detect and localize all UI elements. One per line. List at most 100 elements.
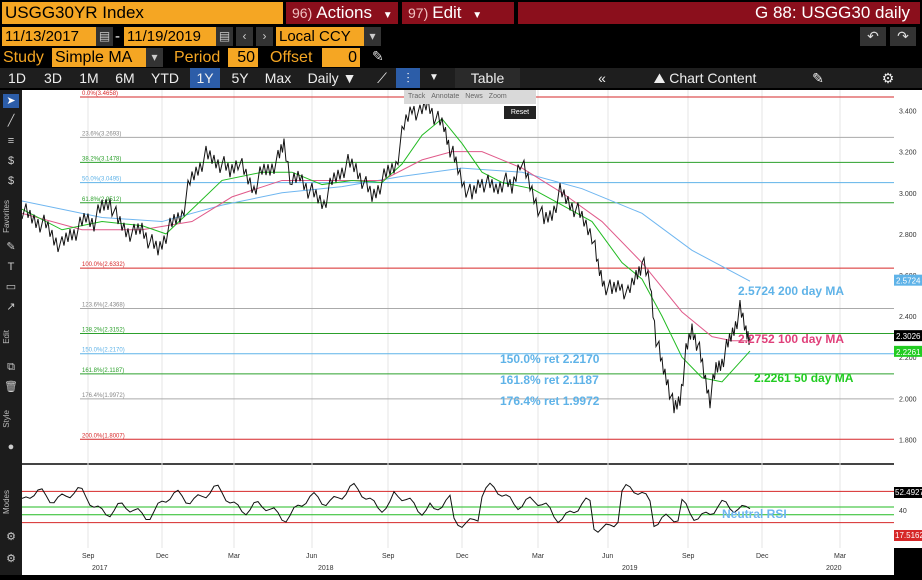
dollar-icon[interactable]: $ [7,175,15,187]
news-tool[interactable]: News [465,93,483,100]
x-month-label: Dec [456,553,469,560]
favorites-label: Favorites [2,200,11,233]
study-label: Study [3,49,44,66]
pencil-icon[interactable]: ✎ [372,48,384,64]
calendar-icon[interactable]: ▤ [216,27,233,46]
start-date-field[interactable]: 11/13/2017 [2,27,96,46]
bar-chart-icon[interactable]: ⫶ [396,68,420,88]
offset-input[interactable]: 0 [322,48,360,67]
annotate-tool[interactable]: Annotate [431,93,460,100]
annotation-label: 150.0% ret 2.2170 [500,352,600,366]
end-date-field[interactable]: 11/19/2019 [124,27,216,46]
fib-level-label: 176.4%(1.9972) [82,393,125,399]
edit-number: 97) [408,5,429,21]
color-icon[interactable]: ● [7,441,15,453]
x-month-label: Mar [834,553,847,560]
chart-icon: ⛰ [653,70,666,86]
chevron-down-icon[interactable]: ▾ [146,48,163,67]
period-1d[interactable]: 1D [8,70,26,86]
chevron-down-icon: ▼ [382,10,393,21]
calendar-icon[interactable]: ▤ [96,27,113,46]
study-select[interactable]: Simple MA [52,48,146,67]
zoom-tool[interactable]: Zoom [488,93,507,100]
fib-level-label: 100.0%(2.6332) [82,262,125,268]
track-tool[interactable]: Track [408,93,426,100]
period-max[interactable]: Max [264,70,292,86]
settings-icon[interactable]: ⚙ [6,531,16,543]
line-chart-icon[interactable]: ⟋ [377,70,387,86]
last-value-tag-bg [894,345,922,357]
fib-tool-icon[interactable]: ≡ [7,135,15,147]
chart-content-label: Chart Content [669,70,757,86]
gear-icon[interactable]: ⚙ [881,70,895,86]
gear-icon[interactable]: ⚙ [6,553,16,565]
arrow-tool-icon[interactable]: ↗ [6,301,16,313]
edit-label: Edit [2,330,11,344]
period-1y[interactable]: 1Y [190,68,220,88]
actions-label: Actions [316,3,372,22]
trash-icon[interactable]: 🗑 [4,381,18,393]
period-input[interactable]: 50 [228,48,258,67]
text-tool-icon[interactable]: T [7,261,15,273]
dollar-icon[interactable]: $ [7,155,15,167]
date-separator: - [115,28,120,45]
copy-icon[interactable]: ⧉ [7,361,15,373]
period-ytd[interactable]: YTD [151,70,179,86]
left-tool-strip: ➤ ╱ ≡ $ $ Favorites ✎ T ▭ ↗ Edit ⧉ 🗑 Sty… [0,90,22,575]
x-axis: Sep Dec Mar Jun Sep Dec Mar Jun Sep Dec Mar 2017 201… [22,548,894,575]
edit-label: Edit [432,3,462,22]
screen-title: G 88: USGG30 daily [518,2,920,24]
currency-select[interactable]: Local CCY [276,27,364,46]
undo-icon[interactable]: ↶ [860,27,886,46]
collapse-icon[interactable]: « [598,70,606,86]
ma100-line [21,151,750,342]
table-button[interactable]: Table [455,68,520,88]
next-arrow-icon[interactable]: › [256,27,273,46]
fib-level-label: 200.0%(1.8007) [82,433,125,439]
actions-menu[interactable]: 96) Actions ▼ [286,2,398,24]
rsi-value-tag: 52.4927 [895,488,922,497]
y-tick-label: 1.800 [899,437,917,444]
fib-level-label: 150.0%(2.2170) [82,348,125,354]
ticker-field[interactable]: USGG30YR Index [2,2,283,24]
x-year-label: 2018 [318,565,334,572]
annotation-label: 161.8% ret 2.1187 [500,373,599,387]
x-year-label: 2017 [92,565,108,572]
frequency-select[interactable]: Daily ▼ [307,70,357,86]
last-value-tag-bg [894,274,922,286]
chart-svg: 0.0%(3.4658) 23.6%(3.2693) 38.2%(3.1478) 50… [21,90,894,548]
cursor-icon[interactable]: ➤ [3,94,19,108]
rsi-value-tag-bg [894,487,922,498]
shape-tool-icon[interactable]: ▭ [5,281,17,293]
modes-label: Modes [2,490,11,515]
x-month-label: Mar [228,553,241,560]
prev-arrow-icon[interactable]: ‹ [236,27,253,46]
period-6m[interactable]: 6M [115,70,135,86]
chevron-down-icon[interactable]: ▼ [429,72,439,83]
draw-tool-icon[interactable]: ✎ [6,241,16,253]
ma200-line [21,167,751,282]
chart-toolbar: 1D 3D 1M 6M YTD 1Y 5Y Max Daily ▼ ⟋ ⫶ ▼ … [0,68,922,88]
fib-level-label: 138.2%(2.3152) [82,328,125,334]
chevron-down-icon[interactable]: ▾ [364,27,381,46]
line-tool-icon[interactable]: ╱ [7,115,15,127]
period-3d[interactable]: 3D [44,70,62,86]
x-month-label: Sep [82,553,95,560]
chart-content-button[interactable]: ⛰ Chart Content [640,68,770,88]
x-year-label: 2020 [826,565,842,572]
last-value-tag: 2.5724 [896,277,921,286]
ma50-line [21,118,751,383]
edit-menu[interactable]: 97) Edit ▼ [402,2,514,24]
annotation-label: 2.2752 100 day MA [738,332,844,346]
chart-mini-toolbar: Track Annotate News Zoom [404,90,536,104]
x-month-label: Dec [756,553,769,560]
edit-icon[interactable]: ✎ [812,70,824,86]
period-5y[interactable]: 5Y [231,70,249,86]
fib-level-label: 0.0%(3.4658) [82,91,118,97]
annotation-label: 176.4% ret 1.9972 [500,394,600,408]
redo-icon[interactable]: ↷ [890,27,916,46]
period-1m[interactable]: 1M [79,70,99,86]
reset-button[interactable]: Reset [504,106,536,119]
x-year-label: 2019 [622,565,638,572]
price-chart[interactable]: 0.0%(3.4658) 23.6%(3.2693) 38.2%(3.1478) 50… [21,90,894,548]
